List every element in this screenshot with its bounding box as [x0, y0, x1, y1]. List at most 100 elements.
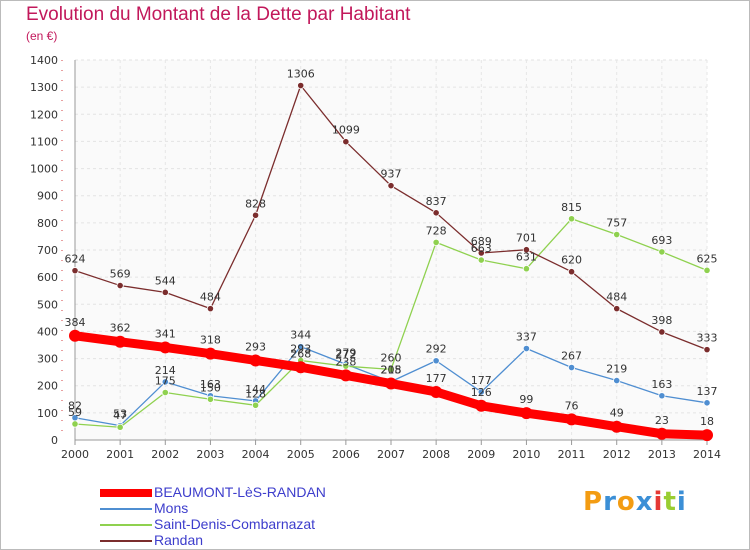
y-tick-label: 1400	[30, 54, 58, 67]
data-point-saint-denis-combarnazat	[477, 256, 485, 264]
data-point-saint-denis-combarnazat	[658, 248, 666, 256]
y-tick-label: 900	[37, 190, 58, 203]
data-point-mons	[522, 344, 531, 353]
data-label-saint-denis-combarnazat: 260	[381, 351, 402, 364]
data-label-beaumont-l-s-randan: 18	[700, 415, 714, 428]
data-point-beaumont-l-s-randan	[610, 420, 623, 433]
data-label-mons: 267	[561, 350, 582, 363]
y-tick-label: 500	[37, 298, 58, 311]
x-tick-label: 2006	[332, 448, 360, 461]
data-label-mons: 144	[245, 383, 266, 396]
data-point-beaumont-l-s-randan	[114, 335, 127, 348]
data-label-randan: 937	[381, 168, 402, 181]
data-label-randan: 1306	[287, 68, 315, 81]
data-point-mons	[297, 343, 305, 351]
y-tick-label: 400	[37, 325, 58, 338]
x-tick-label: 2012	[603, 448, 631, 461]
data-point-randan	[161, 288, 169, 296]
data-label-beaumont-l-s-randan: 208	[381, 364, 402, 377]
legend-label: Mons	[154, 500, 189, 516]
y-tick-label: 1200	[30, 108, 58, 121]
data-point-saint-denis-combarnazat	[703, 266, 711, 274]
data-label-saint-denis-combarnazat: 175	[155, 375, 176, 388]
legend-label: Saint-Denis-Combarnazat	[154, 516, 316, 532]
y-tick-label: 100	[37, 407, 58, 420]
legend-swatch	[100, 489, 152, 497]
chart-unit: (en €)	[26, 29, 58, 43]
data-label-saint-denis-combarnazat: 625	[697, 252, 718, 265]
data-label-beaumont-l-s-randan: 362	[110, 322, 131, 335]
data-label-beaumont-l-s-randan: 318	[200, 334, 221, 347]
data-point-beaumont-l-s-randan	[430, 385, 443, 398]
data-point-beaumont-l-s-randan	[294, 361, 307, 374]
line-chart: 0 100 200 300 400 500 600 700 800 900 1000 1100 1200…	[30, 54, 721, 461]
x-tick-label: 2005	[287, 448, 315, 461]
data-point-randan	[522, 246, 531, 254]
chart-title: Evolution du Montant de la Dette par Hab…	[26, 4, 411, 25]
y-tick-label: 800	[37, 217, 58, 230]
data-label-mons: 177	[471, 374, 492, 387]
data-point-randan	[206, 305, 215, 313]
legend-label: Randan	[154, 532, 204, 548]
data-label-mons: 215	[381, 364, 402, 377]
data-label-saint-denis-combarnazat: 272	[335, 348, 356, 361]
data-point-beaumont-l-s-randan	[385, 377, 397, 390]
data-point-mons	[703, 399, 711, 407]
data-label-beaumont-l-s-randan: 293	[245, 340, 266, 353]
data-point-beaumont-l-s-randan	[159, 341, 172, 354]
data-label-mons: 279	[335, 346, 356, 359]
data-label-mons: 163	[651, 378, 672, 391]
y-tick-label: 300	[37, 353, 58, 366]
data-label-mons: 53	[113, 408, 127, 421]
data-label-saint-denis-combarnazat: 693	[651, 234, 672, 247]
data-label-randan: 701	[516, 232, 537, 245]
data-label-randan: 484	[200, 291, 221, 304]
data-label-randan: 544	[155, 274, 176, 287]
data-point-saint-denis-combarnazat	[251, 401, 260, 409]
data-point-randan	[387, 182, 395, 190]
data-point-saint-denis-combarnazat	[567, 215, 576, 223]
data-point-mons	[613, 376, 621, 385]
data-point-beaumont-l-s-randan	[339, 369, 352, 382]
data-label-saint-denis-combarnazat: 631	[516, 251, 537, 264]
data-label-randan: 837	[426, 195, 447, 208]
x-tick-label: 2003	[196, 448, 224, 461]
y-tick-label: 700	[37, 244, 58, 257]
data-point-randan	[297, 81, 305, 90]
data-point-randan	[703, 346, 711, 354]
legend-swatch	[100, 524, 152, 526]
data-label-saint-denis-combarnazat: 59	[68, 406, 82, 419]
data-point-saint-denis-combarnazat	[342, 362, 350, 370]
y-tick-label: 1300	[30, 81, 58, 94]
data-point-beaumont-l-s-randan	[69, 329, 81, 342]
y-tick-label: 600	[37, 271, 58, 284]
data-point-saint-denis-combarnazat	[206, 395, 215, 403]
data-point-randan	[567, 268, 576, 276]
data-label-randan: 620	[561, 254, 582, 267]
data-label-randan: 624	[65, 253, 86, 266]
data-point-mons	[477, 388, 485, 396]
data-point-randan	[477, 249, 485, 257]
data-label-saint-denis-combarnazat: 293	[290, 342, 311, 355]
data-point-saint-denis-combarnazat	[432, 238, 440, 246]
y-tick-label: 1000	[30, 163, 58, 176]
data-point-randan	[658, 328, 666, 336]
data-point-saint-denis-combarnazat	[387, 365, 395, 374]
data-label-randan: 828	[245, 197, 266, 210]
data-label-saint-denis-combarnazat: 757	[606, 217, 627, 230]
data-label-beaumont-l-s-randan: 23	[655, 414, 669, 427]
data-label-randan: 333	[697, 332, 718, 345]
data-label-randan: 484	[606, 291, 627, 304]
data-label-beaumont-l-s-randan: 76	[565, 399, 579, 412]
data-label-randan: 689	[471, 235, 492, 248]
data-label-mons: 344	[290, 329, 311, 342]
data-label-beaumont-l-s-randan: 238	[335, 355, 356, 368]
x-tick-label: 2009	[467, 448, 495, 461]
data-point-randan	[342, 138, 350, 146]
y-tick-label: 1100	[30, 135, 58, 148]
data-label-randan: 398	[651, 314, 672, 327]
data-point-randan	[251, 211, 260, 219]
x-tick-label: 2010	[512, 448, 540, 461]
data-point-beaumont-l-s-randan	[475, 399, 488, 412]
data-point-saint-denis-combarnazat	[522, 265, 531, 273]
